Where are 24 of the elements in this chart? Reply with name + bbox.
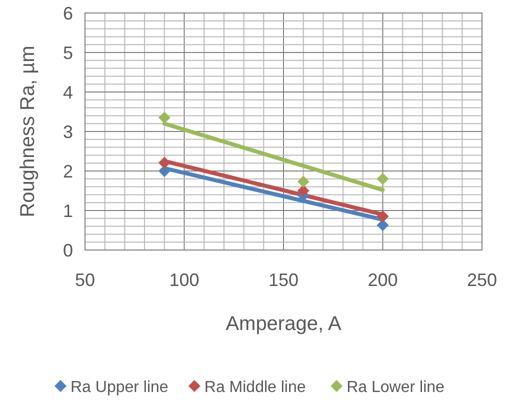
legend-label: Ra Lower line	[346, 379, 445, 396]
legend-label: Ra Middle line	[204, 379, 306, 396]
point	[158, 156, 170, 169]
y-tick-label: 2	[62, 161, 73, 182]
point	[376, 210, 389, 222]
y-tick-label: 0	[62, 240, 73, 260]
y-tick-label: 1	[62, 200, 73, 221]
y-tick-label: 3	[62, 122, 73, 142]
point	[297, 176, 310, 188]
x-tick-label: 150	[268, 270, 299, 290]
y-axis-title: Roughness Ra, µm	[17, 46, 39, 218]
x-tick-label: 100	[169, 270, 200, 290]
point	[376, 219, 389, 232]
point	[158, 112, 170, 124]
point	[376, 172, 389, 185]
point	[297, 184, 310, 197]
y-tick-label: 6	[62, 3, 73, 24]
x-tick-label: 250	[466, 270, 498, 290]
x-tick-label: 50	[74, 270, 96, 290]
y-tick-label: 5	[62, 42, 73, 63]
x-tick-label: 200	[368, 270, 398, 290]
y-tick-label: 4	[62, 82, 73, 102]
legend-label: Ra Upper line	[70, 379, 168, 396]
x-axis-title: Amperage, A	[226, 313, 342, 335]
